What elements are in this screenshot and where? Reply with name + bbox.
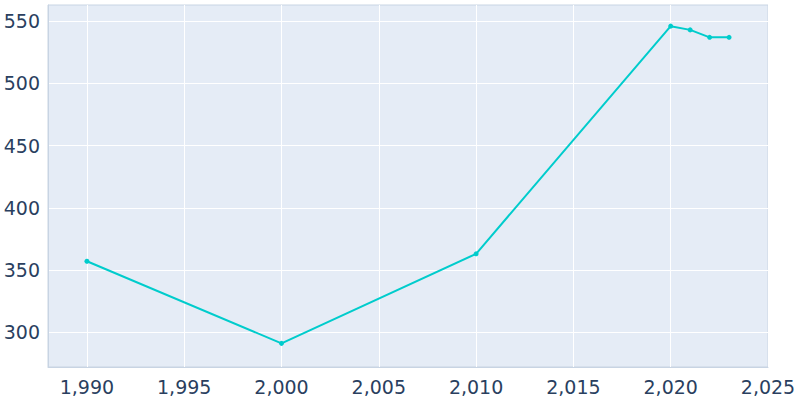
svg-text:300: 300 (4, 321, 40, 343)
svg-text:1,995: 1,995 (157, 376, 211, 398)
svg-text:2,000: 2,000 (254, 376, 308, 398)
svg-text:2,010: 2,010 (449, 376, 503, 398)
svg-text:2,015: 2,015 (546, 376, 600, 398)
svg-text:350: 350 (4, 259, 40, 281)
svg-text:450: 450 (4, 135, 40, 157)
svg-text:2,005: 2,005 (352, 376, 406, 398)
svg-text:550: 550 (4, 10, 40, 32)
svg-text:2,020: 2,020 (643, 376, 697, 398)
svg-text:500: 500 (4, 72, 40, 94)
svg-text:1,990: 1,990 (60, 376, 114, 398)
svg-text:400: 400 (4, 197, 40, 219)
svg-text:2,025: 2,025 (741, 376, 795, 398)
